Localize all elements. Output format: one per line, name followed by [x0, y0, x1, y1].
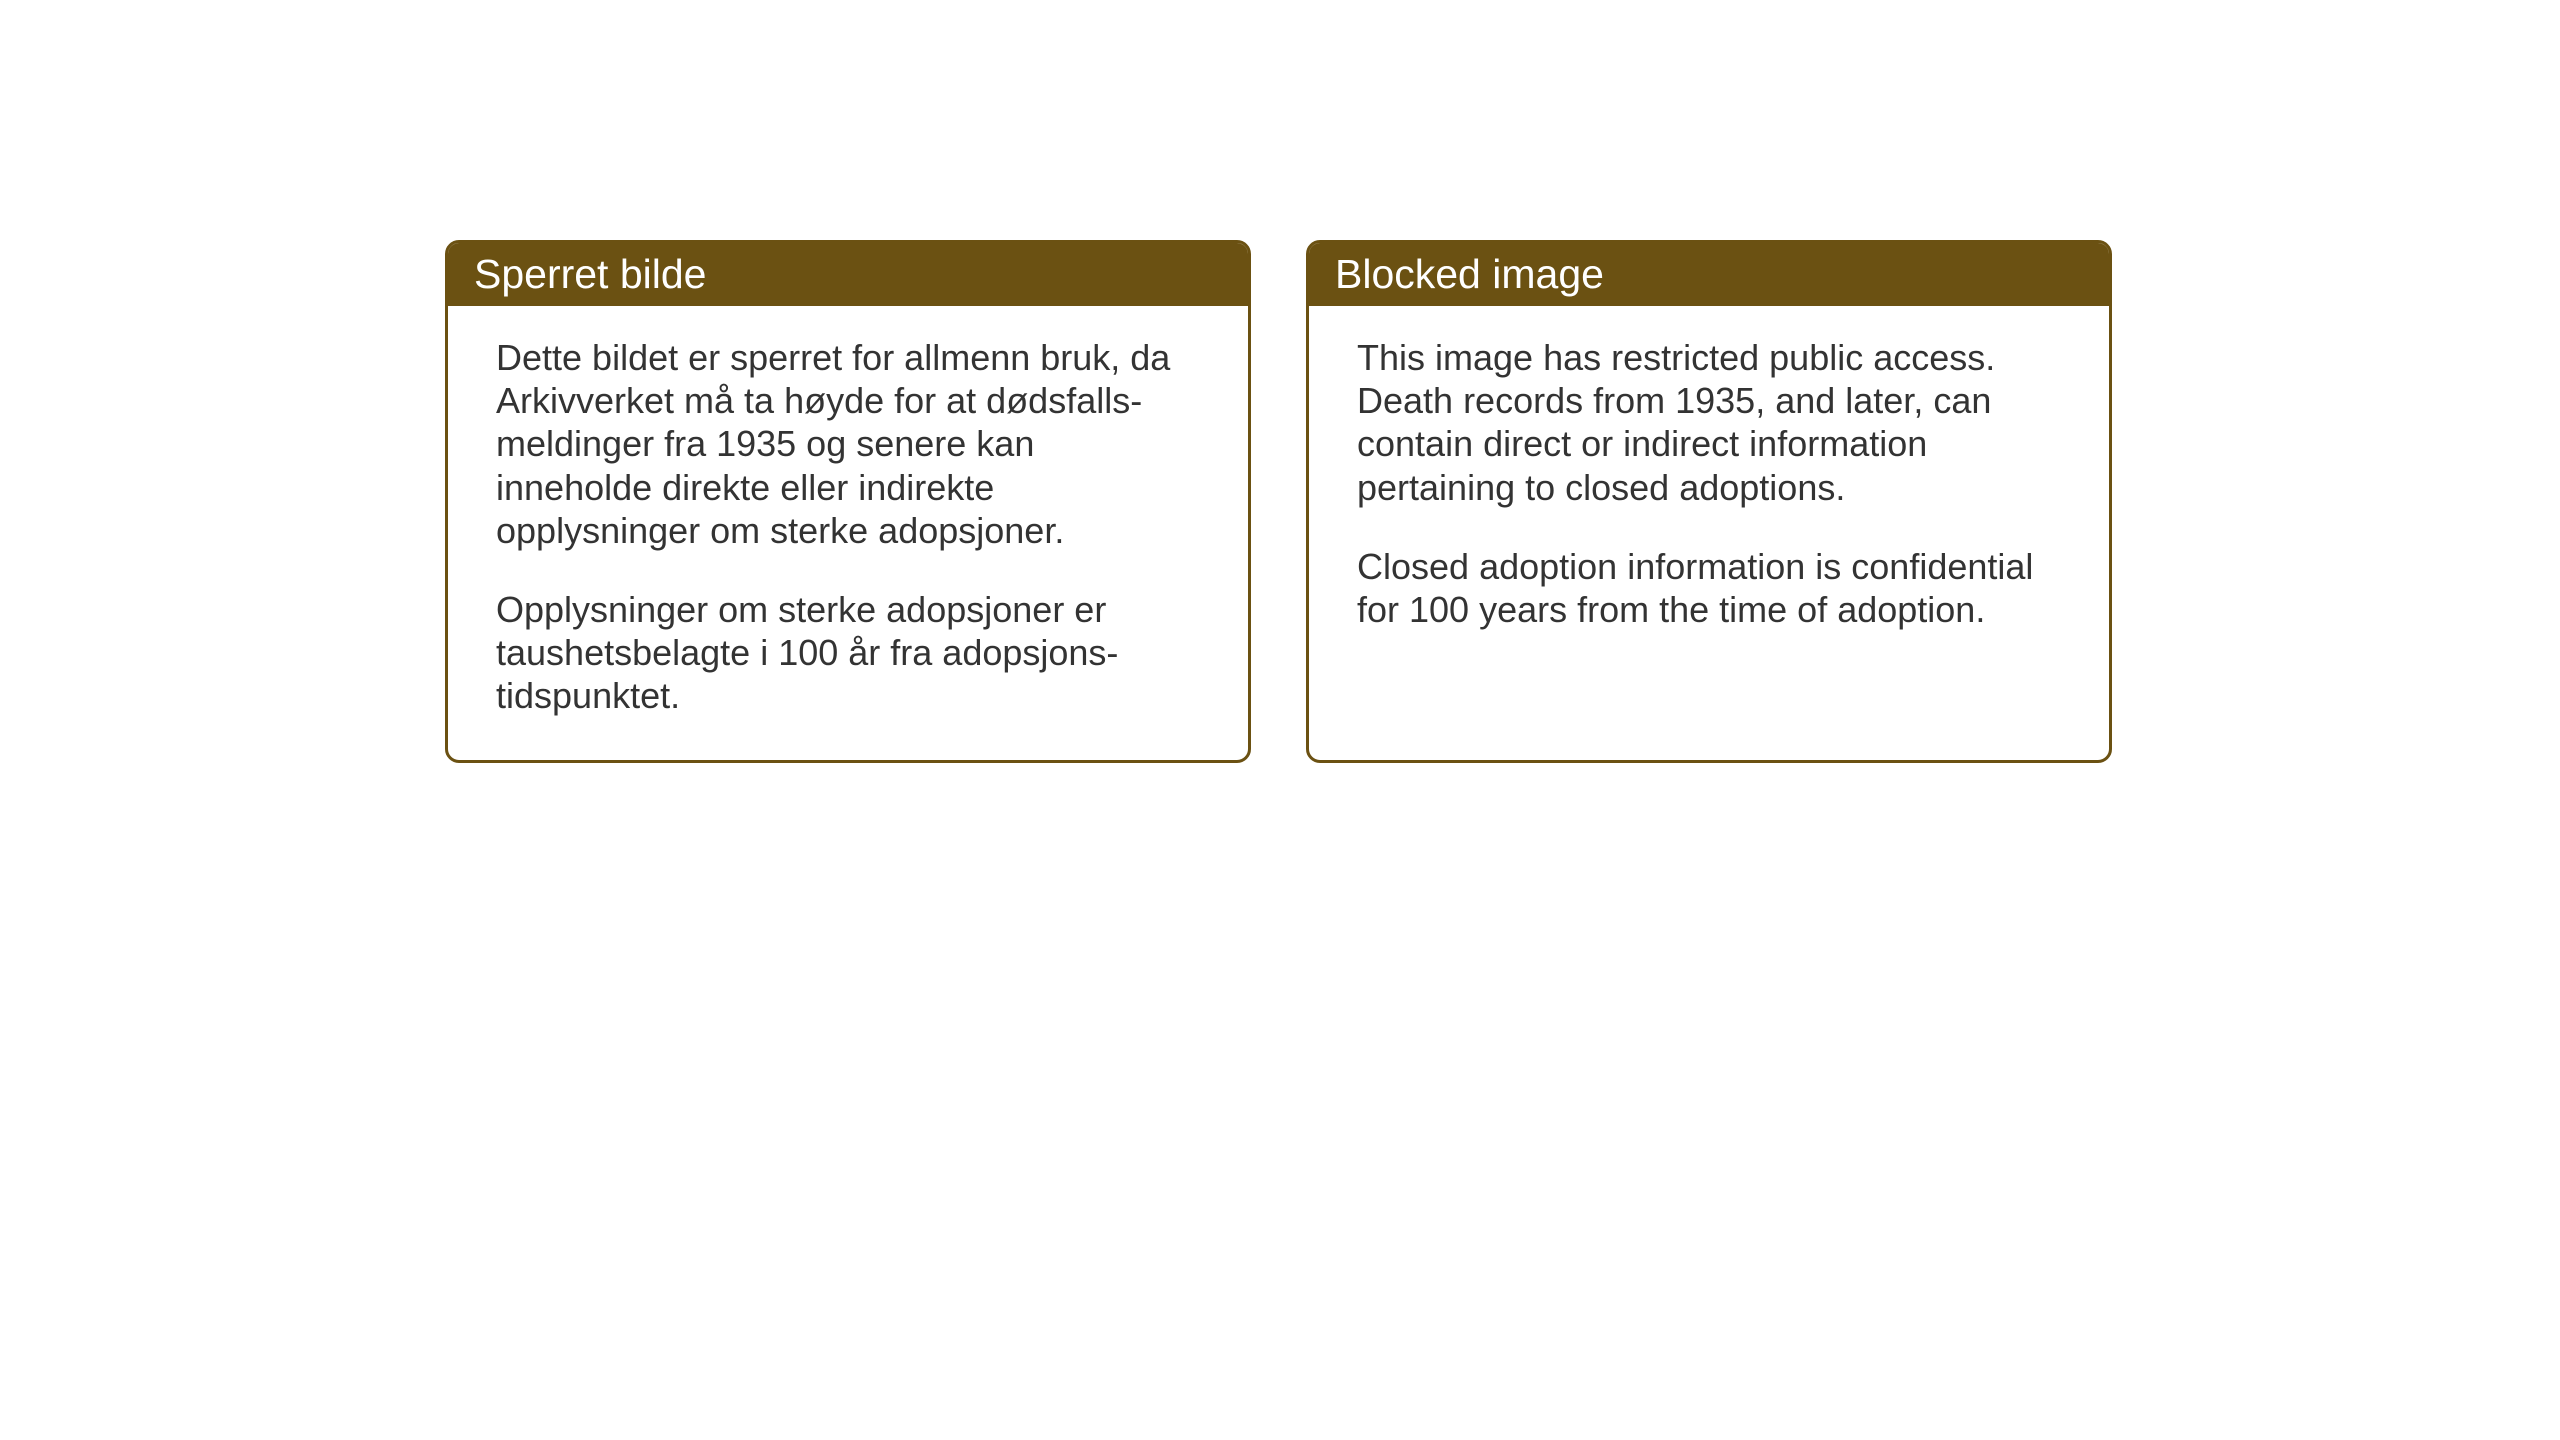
english-paragraph-1: This image has restricted public access.… [1357, 336, 2061, 509]
english-notice-box: Blocked image This image has restricted … [1306, 240, 2112, 763]
english-title: Blocked image [1335, 251, 1604, 297]
english-box-header: Blocked image [1309, 243, 2109, 306]
norwegian-box-body: Dette bildet er sperret for allmenn bruk… [448, 306, 1248, 760]
norwegian-paragraph-1: Dette bildet er sperret for allmenn bruk… [496, 336, 1200, 552]
norwegian-paragraph-2: Opplysninger om sterke adopsjoner er tau… [496, 588, 1200, 718]
english-box-body: This image has restricted public access.… [1309, 306, 2109, 673]
notice-container: Sperret bilde Dette bildet er sperret fo… [445, 240, 2112, 763]
norwegian-title: Sperret bilde [474, 251, 706, 297]
norwegian-notice-box: Sperret bilde Dette bildet er sperret fo… [445, 240, 1251, 763]
english-paragraph-2: Closed adoption information is confident… [1357, 545, 2061, 631]
norwegian-box-header: Sperret bilde [448, 243, 1248, 306]
